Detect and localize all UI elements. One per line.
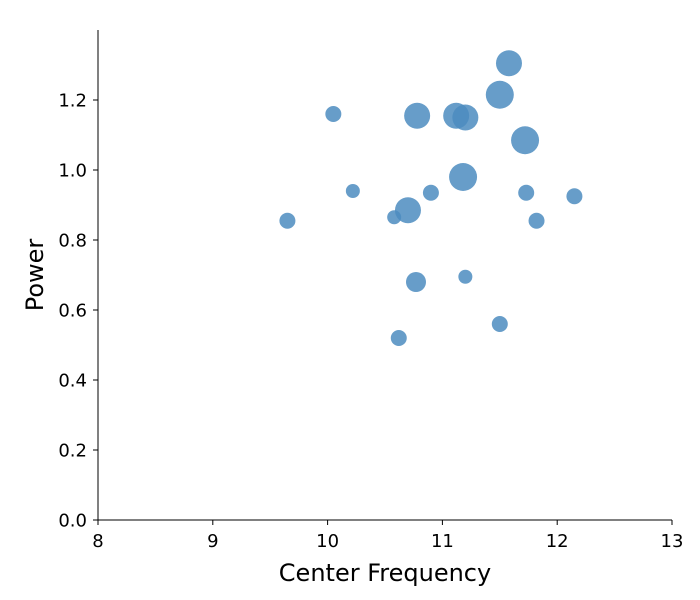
x-tick-label: 11 (431, 531, 454, 552)
x-tick-label: 13 (661, 531, 684, 552)
y-tick-label: 1.0 (58, 160, 87, 181)
y-tick-label: 0.2 (58, 440, 87, 461)
x-axis-label: Center Frequency (279, 559, 491, 587)
data-point (511, 126, 539, 154)
data-point (492, 316, 508, 332)
x-tick-label: 12 (546, 531, 569, 552)
data-point (395, 197, 421, 223)
data-point (449, 163, 477, 191)
data-point (566, 188, 582, 204)
scatter-chart: 8 9 10 11 12 13 0.0 0.2 0.4 0.6 0.8 1.0 1.2 Center Fr… (0, 0, 700, 600)
data-point (529, 213, 545, 229)
y-tick-label: 1.2 (58, 90, 87, 111)
x-tick-label: 10 (316, 531, 339, 552)
data-point (458, 270, 472, 284)
data-point (452, 105, 478, 131)
y-tick-label: 0.4 (58, 370, 87, 391)
y-tick-label: 0.8 (58, 230, 87, 251)
data-point (518, 185, 534, 201)
y-axis-label: Power (21, 239, 49, 312)
chart-svg: 8 9 10 11 12 13 0.0 0.2 0.4 0.6 0.8 1.0 1.2 Center Fr… (0, 0, 700, 600)
data-point (406, 272, 426, 292)
data-point (279, 213, 295, 229)
data-point (404, 103, 430, 129)
chart-background (0, 0, 700, 600)
data-point (346, 184, 360, 198)
y-tick-label: 0.6 (58, 300, 87, 321)
data-point (496, 50, 522, 76)
data-point (486, 81, 514, 109)
data-point (423, 185, 439, 201)
x-tick-label: 9 (207, 531, 218, 552)
data-point (391, 330, 407, 346)
y-tick-label: 0.0 (58, 510, 87, 531)
data-point (325, 106, 341, 122)
x-tick-label: 8 (92, 531, 103, 552)
